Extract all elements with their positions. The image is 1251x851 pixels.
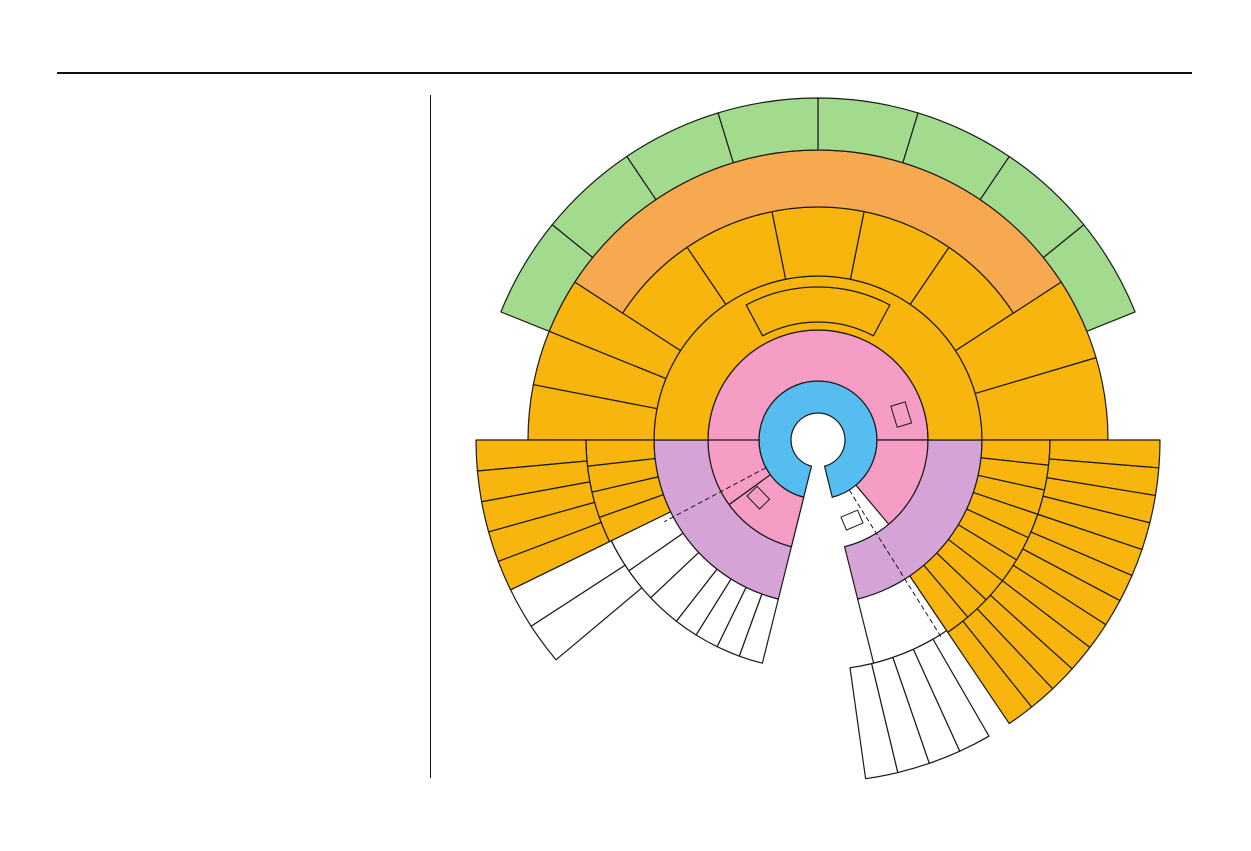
sunburst-overlays xyxy=(664,401,942,638)
marker-box xyxy=(746,485,771,510)
left-panel xyxy=(57,95,427,780)
header-rule xyxy=(57,72,1192,74)
outer-ring-segment xyxy=(500,224,594,332)
lower-right-outer-segment xyxy=(1048,439,1161,469)
empty-segment xyxy=(912,638,990,752)
empty-segment xyxy=(530,564,643,661)
marker-box xyxy=(840,509,864,531)
dashed-guide xyxy=(848,489,942,638)
level3-segment xyxy=(954,281,1097,395)
dashed-guide xyxy=(664,467,767,523)
level3-segment xyxy=(771,206,865,280)
empty-segment xyxy=(738,593,779,664)
marker-box xyxy=(890,401,913,428)
column-divider xyxy=(430,95,431,778)
sunburst-segments xyxy=(475,97,1161,780)
level2-small-segment xyxy=(745,286,891,337)
sunburst-diagram xyxy=(475,97,1161,780)
